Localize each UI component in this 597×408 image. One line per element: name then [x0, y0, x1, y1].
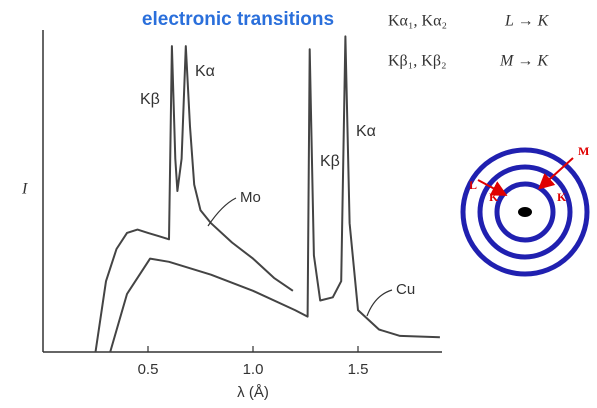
atom: M L K K	[463, 144, 589, 274]
curve	[96, 46, 293, 352]
peak-label: Kα	[356, 123, 376, 140]
peak-label: Kβ	[320, 153, 340, 170]
x-tick-label: 1.0	[243, 361, 264, 378]
x-tick-label: 1.5	[348, 361, 369, 378]
transition-shells: M → K	[499, 53, 549, 70]
nucleus	[518, 207, 532, 217]
transition-lines: Kα₁, Kα₂	[388, 13, 447, 30]
figure: electronic transitions I λ (Å) Kα₁, Kα₂ …	[0, 0, 597, 408]
peak-label: Kβ	[140, 91, 160, 108]
transition-lines: Kβ₁, Kβ₂	[388, 53, 447, 70]
series-label: Mo	[240, 189, 261, 206]
leader-line	[208, 198, 236, 226]
x-axis-label: λ (Å)	[237, 384, 269, 401]
title: electronic transitions	[142, 9, 334, 30]
x-tick-label: 0.5	[138, 361, 159, 378]
leader-line	[367, 290, 392, 316]
transition-shells: L → K	[504, 13, 550, 30]
shell-label: K	[489, 190, 499, 204]
shell-label: K	[557, 190, 567, 204]
series-label: Cu	[396, 281, 415, 298]
curve	[110, 36, 440, 352]
page: {"chart_data": { "type": "line", "title"…	[0, 0, 597, 408]
shell-label: L	[469, 178, 477, 192]
peak-label: Kα	[195, 63, 215, 80]
shell-label: M	[578, 144, 589, 158]
y-axis-label: I	[21, 181, 28, 198]
